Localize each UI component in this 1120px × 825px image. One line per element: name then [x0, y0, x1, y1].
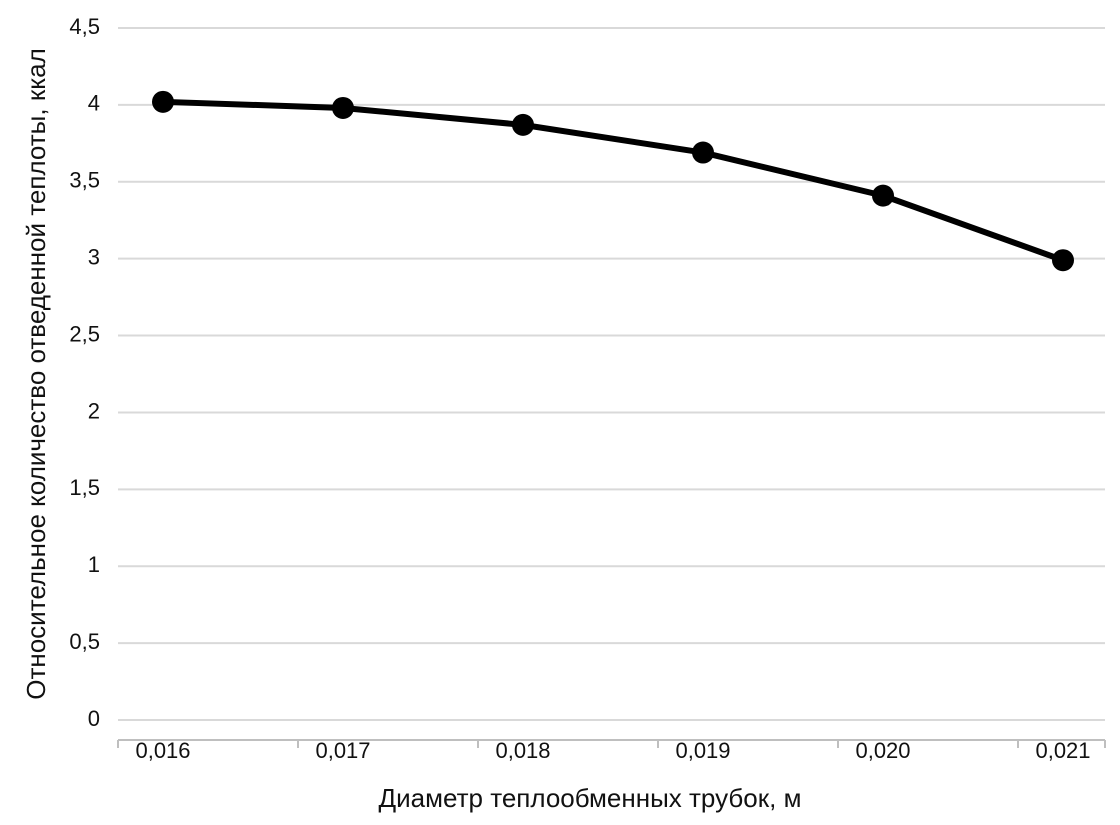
- y-axis-title: Относительное количество отведенной тепл…: [21, 48, 51, 700]
- y-tick-label: 3: [88, 244, 100, 269]
- y-tick-label: 4,5: [69, 14, 100, 39]
- y-tick-label: 2: [88, 398, 100, 423]
- x-tick-label: 0,018: [495, 738, 550, 763]
- data-point: [512, 113, 534, 136]
- data-point: [332, 96, 354, 119]
- y-tick-label: 0,5: [69, 629, 100, 654]
- x-tick-label: 0,016: [135, 738, 190, 763]
- y-tick-label: 4: [88, 91, 100, 116]
- y-tick-label: 2,5: [69, 321, 100, 346]
- data-point: [692, 141, 714, 164]
- data-point: [1052, 249, 1074, 272]
- x-tick-label: 0,017: [315, 738, 370, 763]
- x-tick-label: 0,021: [1035, 738, 1090, 763]
- data-point: [152, 90, 174, 113]
- y-tick-label: 1,5: [69, 475, 100, 500]
- y-tick-label: 0: [88, 706, 100, 731]
- data-point: [872, 184, 894, 207]
- x-tick-label: 0,020: [855, 738, 910, 763]
- y-tick-label: 1: [88, 552, 100, 577]
- y-tick-label: 3,5: [69, 168, 100, 193]
- data-line: [162, 98, 1065, 264]
- x-tick-label: 0,019: [675, 738, 730, 763]
- x-axis-title: Диаметр теплообменных трубок, м: [379, 783, 802, 813]
